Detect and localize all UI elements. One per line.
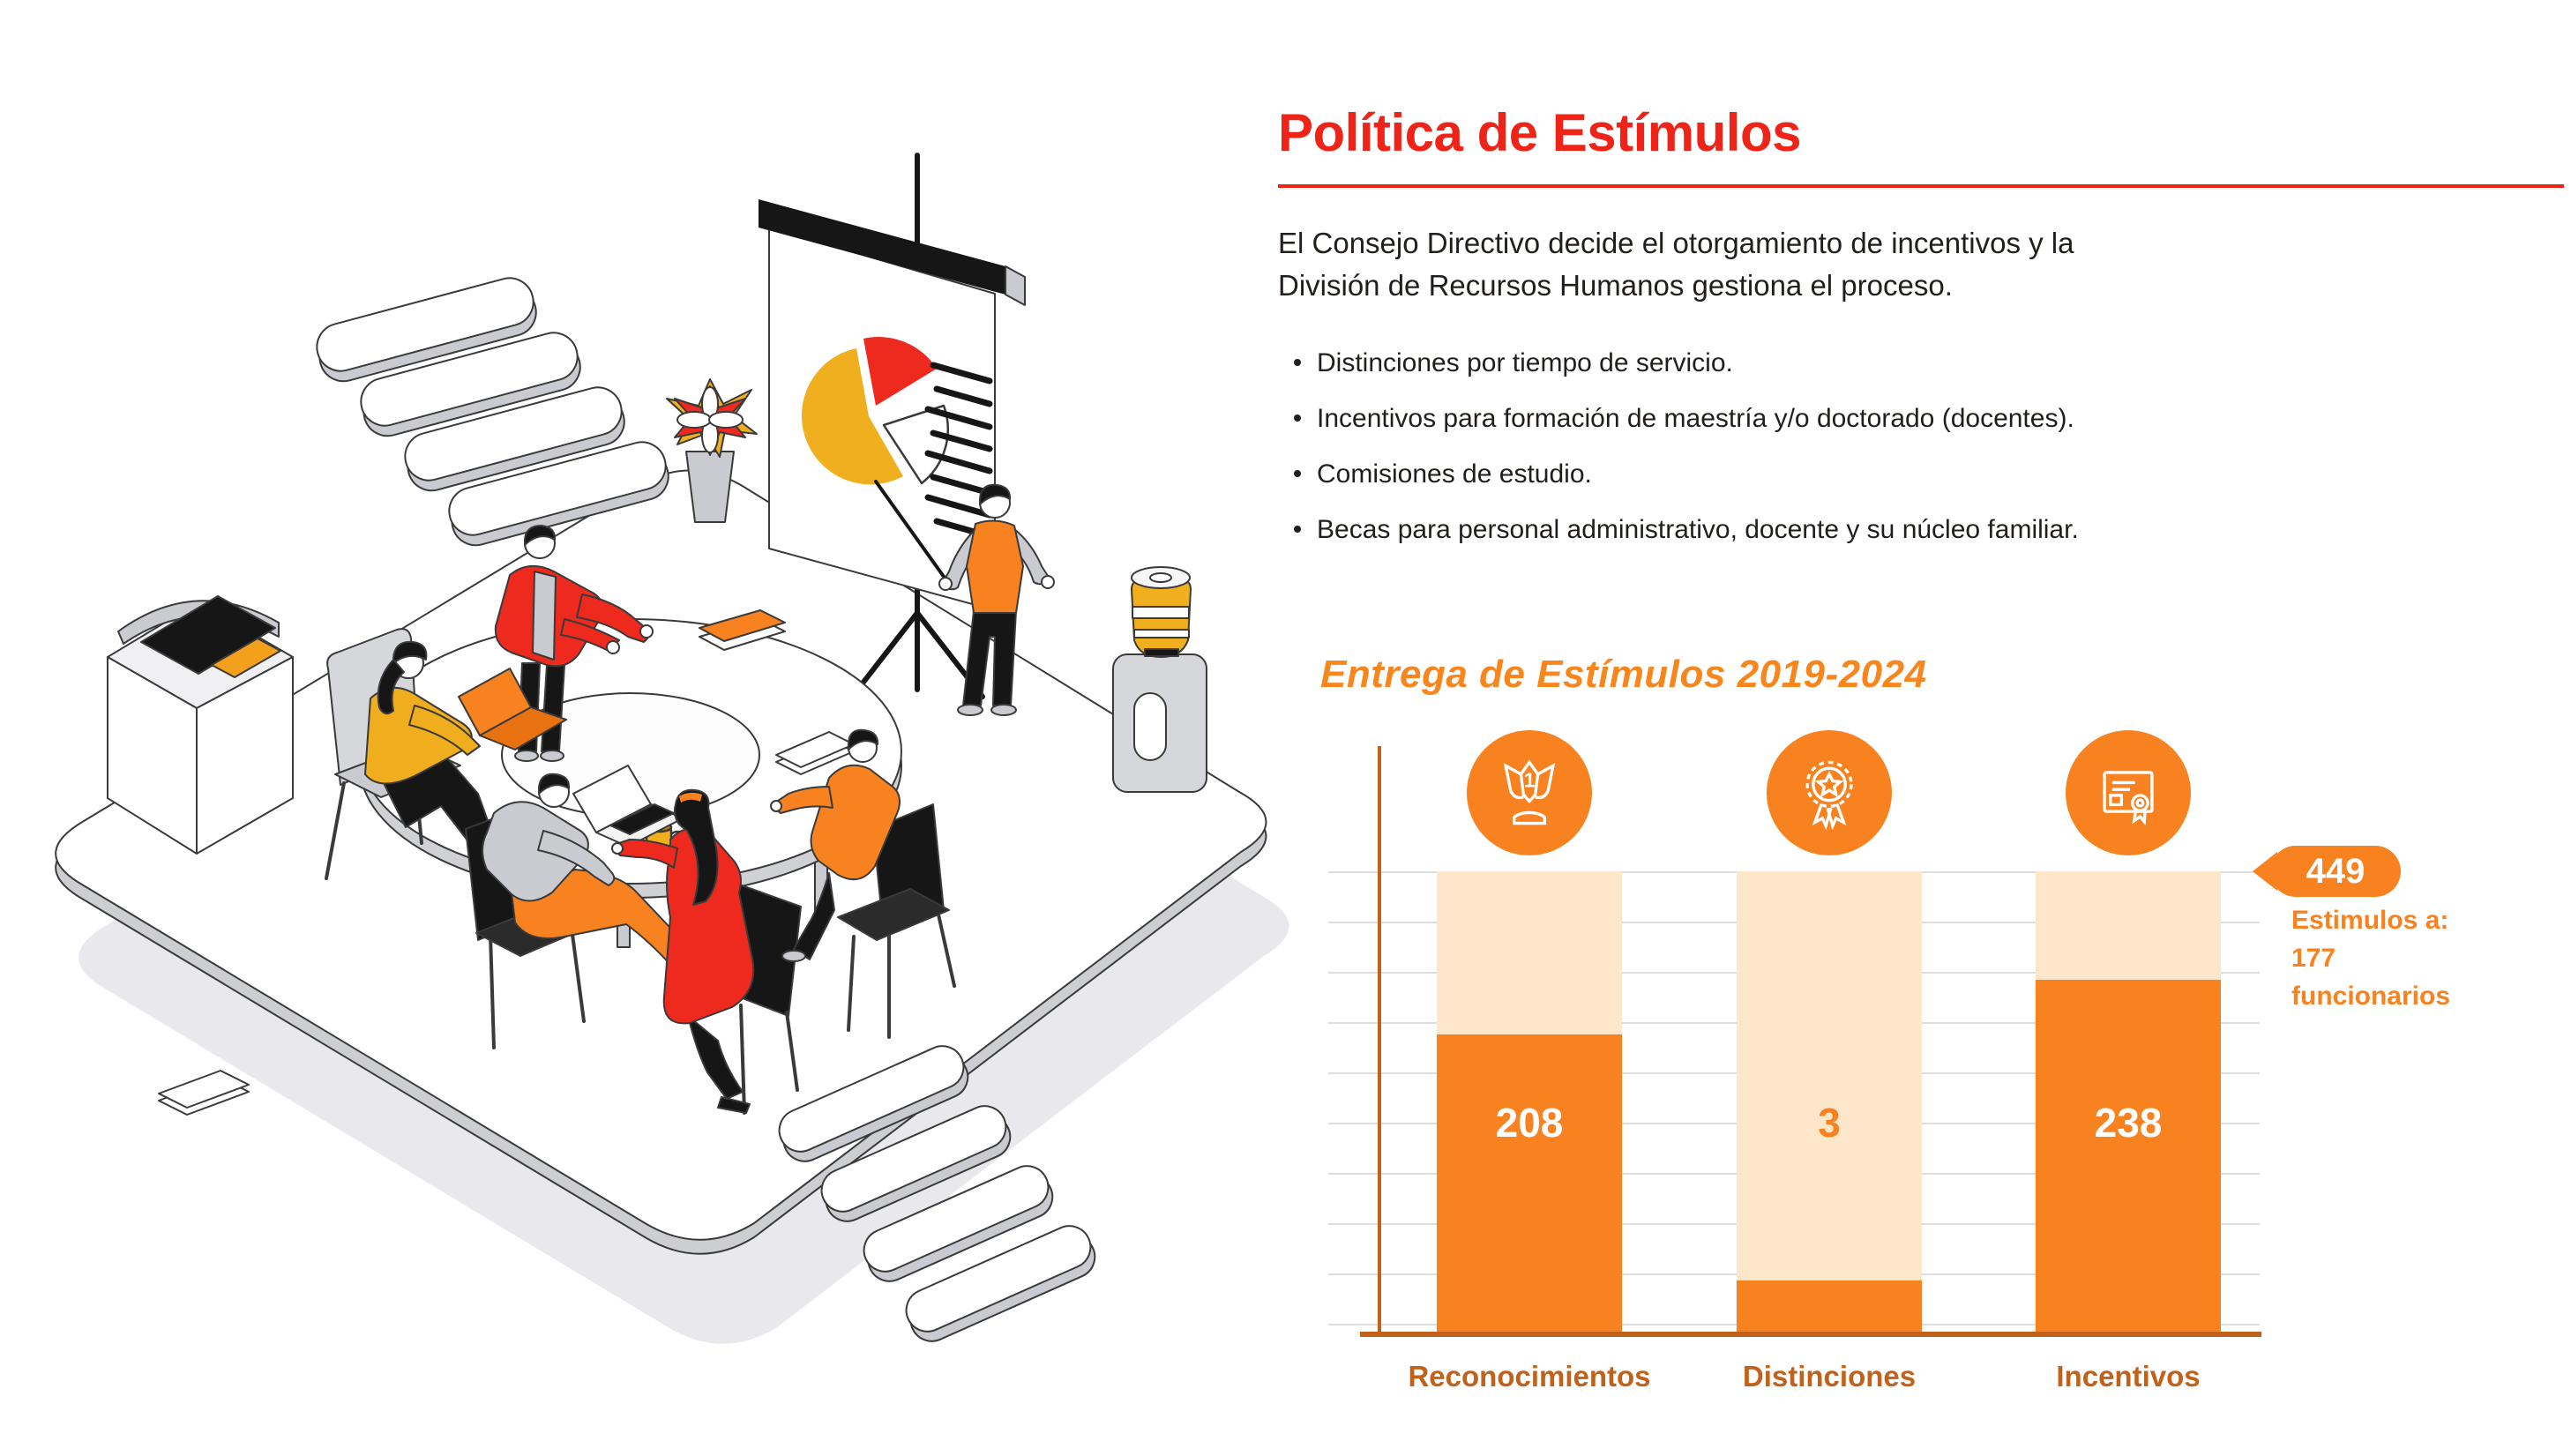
svg-text:1: 1 xyxy=(1524,768,1536,791)
bar-fill xyxy=(1437,1034,1622,1333)
x-label-distinciones: Distinciones xyxy=(1742,1360,1917,1393)
bar-value: 208 xyxy=(1495,1100,1564,1146)
caption-line-2: 177 funcionarios xyxy=(2291,939,2450,1015)
bullet-dot xyxy=(1294,414,1301,422)
caption-line-1: Estimulos a: xyxy=(2291,906,2449,935)
chart-title: Entrega de Estímulos 2019-2024 xyxy=(1320,653,1927,696)
bench-capsules-top xyxy=(316,277,669,547)
office-printer xyxy=(107,595,294,855)
trophy-icon: 1 xyxy=(1467,730,1592,855)
bullet-item: Becas para personal administrativo, doce… xyxy=(1294,516,2079,543)
chart-x-labels: Reconocimientos Distinciones Incentivos xyxy=(1378,1360,2260,1413)
bullet-text: Comisiones de estudio. xyxy=(1317,459,1592,489)
orange-book xyxy=(699,609,786,651)
chart-canvas: 208 1 xyxy=(1328,723,2450,1337)
caption-rest: funcionarios xyxy=(2291,982,2451,1011)
pointer-stick xyxy=(874,480,948,582)
bullet-text: Incentivos para formación de maestría y/… xyxy=(1317,404,2074,433)
chart-y-axis xyxy=(1378,746,1381,1333)
meeting-room-illustration xyxy=(55,153,1289,1344)
bench-capsules-bottom xyxy=(778,1045,1096,1342)
bar-value: 3 xyxy=(1818,1100,1841,1146)
bar-reconocimientos: 208 1 xyxy=(1437,723,1622,1333)
total-caption: Estimulos a: 177 funcionarios xyxy=(2291,901,2450,1015)
person-red-dress xyxy=(611,788,802,1115)
caption-value: 177 xyxy=(2291,944,2336,973)
medal-icon xyxy=(1767,730,1892,855)
bar-fill xyxy=(1737,1280,1922,1333)
screen-text-lines xyxy=(924,362,993,540)
person-red-jacket-standing xyxy=(494,525,654,762)
bullet-item: Incentivos para formación de maestría y/… xyxy=(1294,405,2079,432)
total-badge: 449 xyxy=(2270,846,2401,897)
white-laptop xyxy=(572,765,684,847)
water-cooler xyxy=(1112,566,1207,793)
bar-track: 3 xyxy=(1737,871,1922,1333)
x-label-incentivos: Incentivos xyxy=(2056,1360,2201,1393)
bullet-dot xyxy=(1294,359,1301,366)
pie-chart-graphic xyxy=(801,337,949,485)
x-label-reconocimientos: Reconocimientos xyxy=(1408,1360,1651,1393)
title-underline xyxy=(1278,184,2564,188)
presentation-screen xyxy=(759,153,1026,703)
bullet-text: Distinciones por tiempo de servicio. xyxy=(1317,348,1733,377)
chart-x-axis xyxy=(1360,1332,2261,1337)
intro-line-2: División de Recursos Humanos gestiona el… xyxy=(1278,269,1953,302)
bullet-dot xyxy=(1294,526,1301,533)
bar-fill xyxy=(2036,979,2221,1333)
flower-vase xyxy=(666,378,758,523)
bullet-item: Distinciones por tiempo de servicio. xyxy=(1294,349,2079,377)
bar-track: 208 xyxy=(1437,871,1622,1333)
bar-distinciones: 3 xyxy=(1737,723,1922,1333)
content-column: Política de Estímulos El Consejo Directi… xyxy=(1276,0,2571,1456)
bullet-text: Becas para personal administrativo, doce… xyxy=(1317,515,2079,544)
page-title: Política de Estímulos xyxy=(1278,103,1802,162)
intro-line-1: El Consejo Directivo decide el otorgamie… xyxy=(1278,227,2074,259)
person-gray-sweater xyxy=(465,765,721,1049)
bar-track: 238 xyxy=(2036,871,2221,1333)
bar-incentivos: 238 xyxy=(2036,723,2221,1333)
person-orange-shirt xyxy=(770,728,956,1039)
orange-laptop xyxy=(458,668,567,750)
bar-value: 238 xyxy=(2094,1100,2163,1146)
bullet-list: Distinciones por tiempo de servicio. Inc… xyxy=(1294,349,2079,571)
certificate-icon xyxy=(2066,730,2191,855)
bullet-item: Comisiones de estudio. xyxy=(1294,460,2079,488)
white-papers xyxy=(158,731,855,1116)
intro-text: El Consejo Directivo decide el otorgamie… xyxy=(1278,222,2074,307)
bullet-dot xyxy=(1294,470,1301,477)
stimulus-bar-chart: 208 1 xyxy=(1328,723,2450,1455)
presenter-orange-vest xyxy=(874,480,1055,716)
